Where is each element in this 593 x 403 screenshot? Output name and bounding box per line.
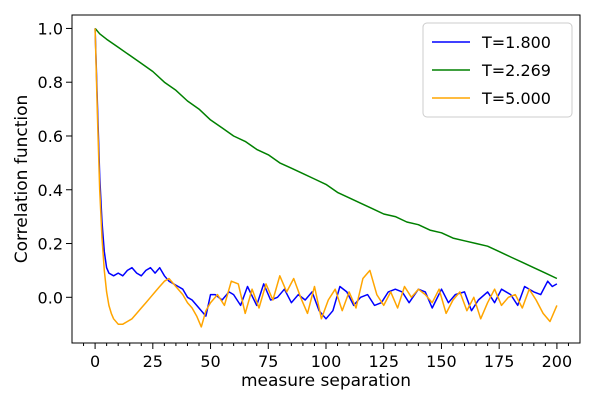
x-tick-label: 25 [143, 352, 163, 371]
x-tick-label: 125 [368, 352, 399, 371]
x-tick-label: 75 [258, 352, 278, 371]
y-tick-label: 0.8 [38, 73, 63, 92]
x-axis: 0 25 50 75 100 125 150 175 200 [83, 343, 573, 371]
y-tick-label: 1.0 [38, 19, 63, 38]
y-tick-label: 0.6 [38, 127, 63, 146]
y-tick-label: 0.0 [38, 288, 63, 307]
legend-label-3: T=5.000 [481, 89, 551, 108]
series-line-1 [94, 28, 558, 320]
series-line-2 [94, 27, 558, 280]
x-tick-label: 0 [90, 352, 100, 371]
y-tick-label: 0.4 [38, 181, 63, 200]
y-axis-title: Correlation function [12, 95, 32, 264]
legend: T=1.800 T=2.269 T=5.000 [422, 22, 573, 118]
x-axis-title: measure separation [241, 371, 411, 391]
x-tick-label: 50 [200, 352, 220, 371]
legend-label-2: T=2.269 [481, 61, 551, 80]
series-line-3 [94, 28, 558, 328]
y-axis: 0.0 0.2 0.4 0.6 0.8 1.0 [38, 19, 72, 307]
x-tick-label: 150 [426, 352, 457, 371]
series-layer [94, 27, 558, 328]
x-tick-label: 100 [311, 352, 342, 371]
x-tick-label: 175 [484, 352, 515, 371]
legend-label-1: T=1.800 [481, 33, 551, 52]
legend-box [422, 22, 573, 118]
x-tick-label: 200 [542, 352, 573, 371]
y-tick-label: 0.2 [38, 235, 63, 254]
